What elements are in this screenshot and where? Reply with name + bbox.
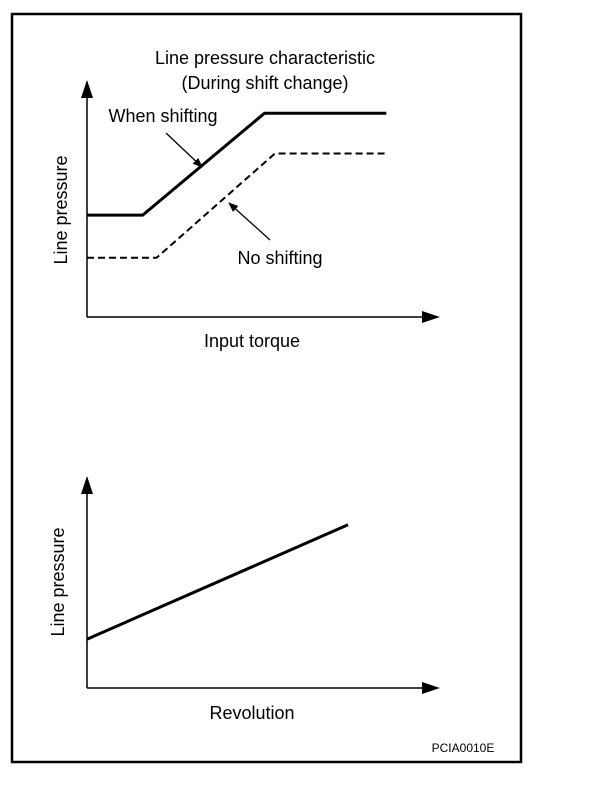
- y-axis-arrowhead: [81, 476, 93, 494]
- y-axis-label: Line pressure: [51, 155, 71, 264]
- chart-line-pressure-revolution: Line pressure Revolution: [48, 476, 440, 723]
- chart-title: Line pressure characteristic: [155, 48, 375, 68]
- y-axis-label: Line pressure: [48, 527, 68, 636]
- y-axis-arrowhead: [81, 80, 93, 98]
- x-axis-arrowhead: [422, 682, 440, 694]
- leader-line-when-shifting: [165, 132, 203, 168]
- series-label-when-shifting: When shifting: [108, 106, 217, 126]
- series-label-no-shifting: No shifting: [237, 248, 322, 268]
- x-axis-arrowhead: [422, 311, 440, 323]
- chart-subtitle: (During shift change): [181, 73, 348, 93]
- leader-line-no-shifting: [228, 202, 271, 241]
- figure-frame: [10, 12, 523, 764]
- series-line-pressure-vs-revolution: [86, 523, 349, 641]
- series-line-when-shifting: [87, 111, 387, 217]
- x-axis-label: Revolution: [209, 703, 294, 723]
- series-line-no-shifting: [87, 152, 387, 259]
- figure-code: PCIA0010E: [432, 741, 495, 755]
- chart-line-pressure-input-torque: Line pressure characteristic (During shi…: [51, 48, 440, 351]
- x-axis-label: Input torque: [204, 331, 300, 351]
